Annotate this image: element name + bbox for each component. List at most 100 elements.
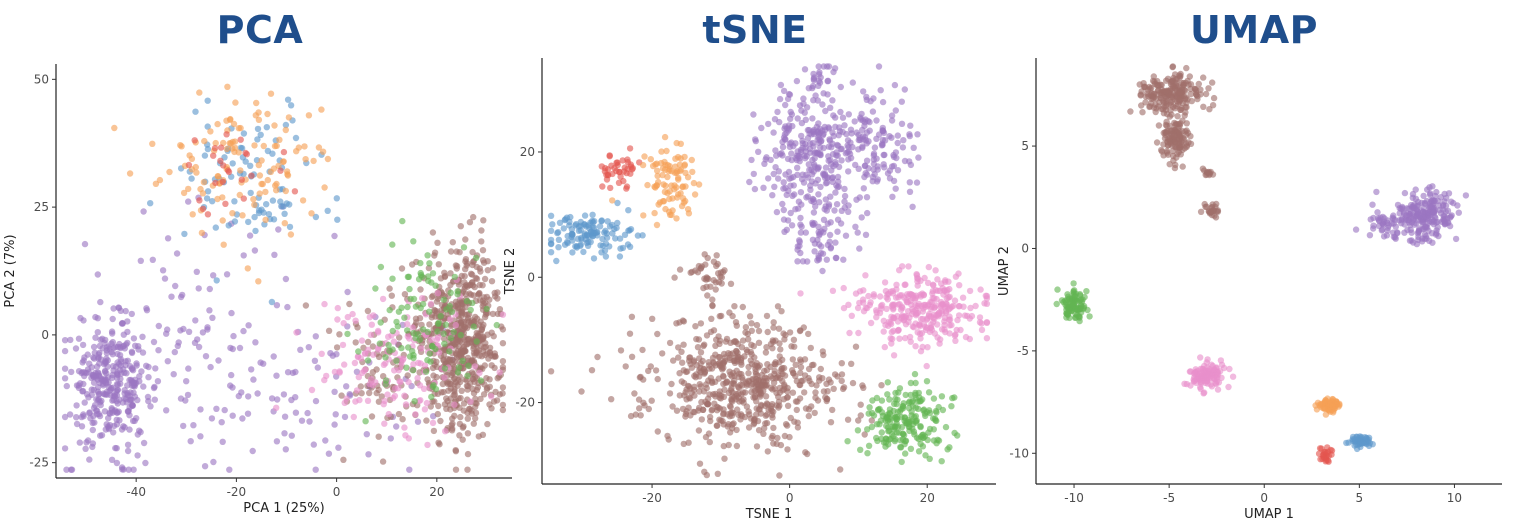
tsne-point: [932, 267, 939, 274]
umap-point: [1146, 103, 1154, 110]
pca-point: [423, 399, 431, 407]
tsne-point: [867, 319, 875, 327]
pca-point: [254, 390, 261, 397]
tsne-point: [577, 227, 584, 234]
pca-point: [477, 268, 484, 275]
pca-point: [334, 216, 341, 223]
pca-point: [466, 282, 473, 289]
pca-point: [449, 239, 456, 246]
pca-point: [120, 331, 128, 338]
tsne-point: [828, 144, 835, 151]
tsne-point: [827, 104, 834, 112]
umap-x-tick-label: 5: [1356, 491, 1364, 505]
tsne-point: [750, 111, 757, 118]
pca-point: [86, 456, 93, 463]
pca-point: [458, 387, 465, 394]
pca-point: [353, 387, 361, 394]
umap-point: [1202, 90, 1210, 98]
tsne-title: tSNE: [702, 8, 808, 52]
tsne-point: [804, 258, 811, 265]
pca-point: [251, 201, 258, 208]
pca-point: [109, 371, 116, 379]
pca-point: [128, 366, 136, 373]
tsne-point: [691, 191, 699, 198]
tsne-point: [675, 354, 682, 361]
tsne-point: [547, 236, 555, 244]
pca-point: [368, 413, 376, 420]
pca-point: [223, 131, 230, 138]
tsne-point: [694, 344, 702, 351]
pca-point: [414, 374, 421, 382]
pca-point: [336, 368, 343, 375]
tsne-point: [906, 131, 913, 138]
tsne-point: [905, 263, 912, 270]
pca-point: [385, 410, 392, 418]
tsne-point: [728, 412, 736, 419]
pca-point: [140, 383, 147, 390]
umap-point: [1078, 298, 1086, 305]
pca-point: [210, 272, 217, 279]
pca-point: [465, 315, 472, 322]
pca-point: [443, 405, 450, 412]
tsne-point: [627, 161, 634, 168]
umap-x-tick-label: 10: [1447, 491, 1462, 505]
tsne-point: [654, 428, 661, 435]
tsne-point: [745, 336, 752, 343]
umap-point: [1430, 197, 1438, 205]
tsne-point: [698, 416, 705, 423]
pca-point: [135, 346, 142, 353]
pca-point: [282, 121, 290, 129]
pca-point: [228, 309, 235, 317]
tsne-point: [776, 384, 783, 392]
tsne-point: [725, 441, 732, 449]
tsne-point: [809, 115, 816, 122]
tsne-point: [846, 329, 853, 337]
tsne-point: [770, 338, 777, 345]
tsne-point: [727, 371, 734, 378]
pca-point: [318, 350, 325, 357]
umap-point: [1212, 214, 1220, 221]
pca-point: [124, 408, 132, 415]
pca-point: [104, 357, 112, 364]
tsne-point: [721, 386, 728, 393]
pca-point: [207, 128, 214, 135]
pca-point: [417, 286, 424, 293]
tsne-point: [906, 333, 914, 341]
umap-point: [1322, 397, 1329, 404]
tsne-point: [656, 199, 664, 206]
tsne-point: [838, 360, 845, 367]
tsne-point: [924, 279, 932, 287]
tsne-point: [811, 220, 818, 227]
umap-point: [1407, 221, 1414, 229]
pca-point: [499, 326, 507, 333]
umap-point: [1443, 215, 1451, 222]
tsne-point: [560, 225, 567, 232]
tsne-point: [606, 152, 613, 159]
tsne-point: [907, 122, 914, 129]
tsne-point: [881, 343, 888, 351]
tsne-point: [748, 382, 755, 389]
pca-point: [198, 229, 206, 237]
tsne-point: [912, 395, 919, 402]
pca-point: [97, 336, 104, 343]
tsne-point: [967, 304, 974, 312]
umap-x-tick-label: 0: [1260, 491, 1268, 505]
tsne-point: [685, 404, 692, 411]
tsne-point: [666, 390, 674, 397]
tsne-point: [863, 157, 871, 164]
tsne-point: [723, 378, 730, 386]
pca-point: [255, 116, 263, 124]
tsne-point: [806, 145, 814, 152]
tsne-point: [880, 161, 887, 168]
umap-x-axis-label: UMAP 1: [1244, 507, 1294, 522]
umap-x-tick-label: -5: [1163, 491, 1175, 505]
tsne-point: [788, 222, 796, 229]
tsne-point: [926, 455, 933, 462]
pca-point: [145, 374, 152, 381]
tsne-point: [838, 207, 845, 214]
pca-point: [308, 210, 315, 217]
pca-point: [421, 406, 429, 413]
pca-point: [374, 346, 382, 353]
pca-point: [442, 428, 449, 435]
tsne-point: [907, 445, 915, 452]
